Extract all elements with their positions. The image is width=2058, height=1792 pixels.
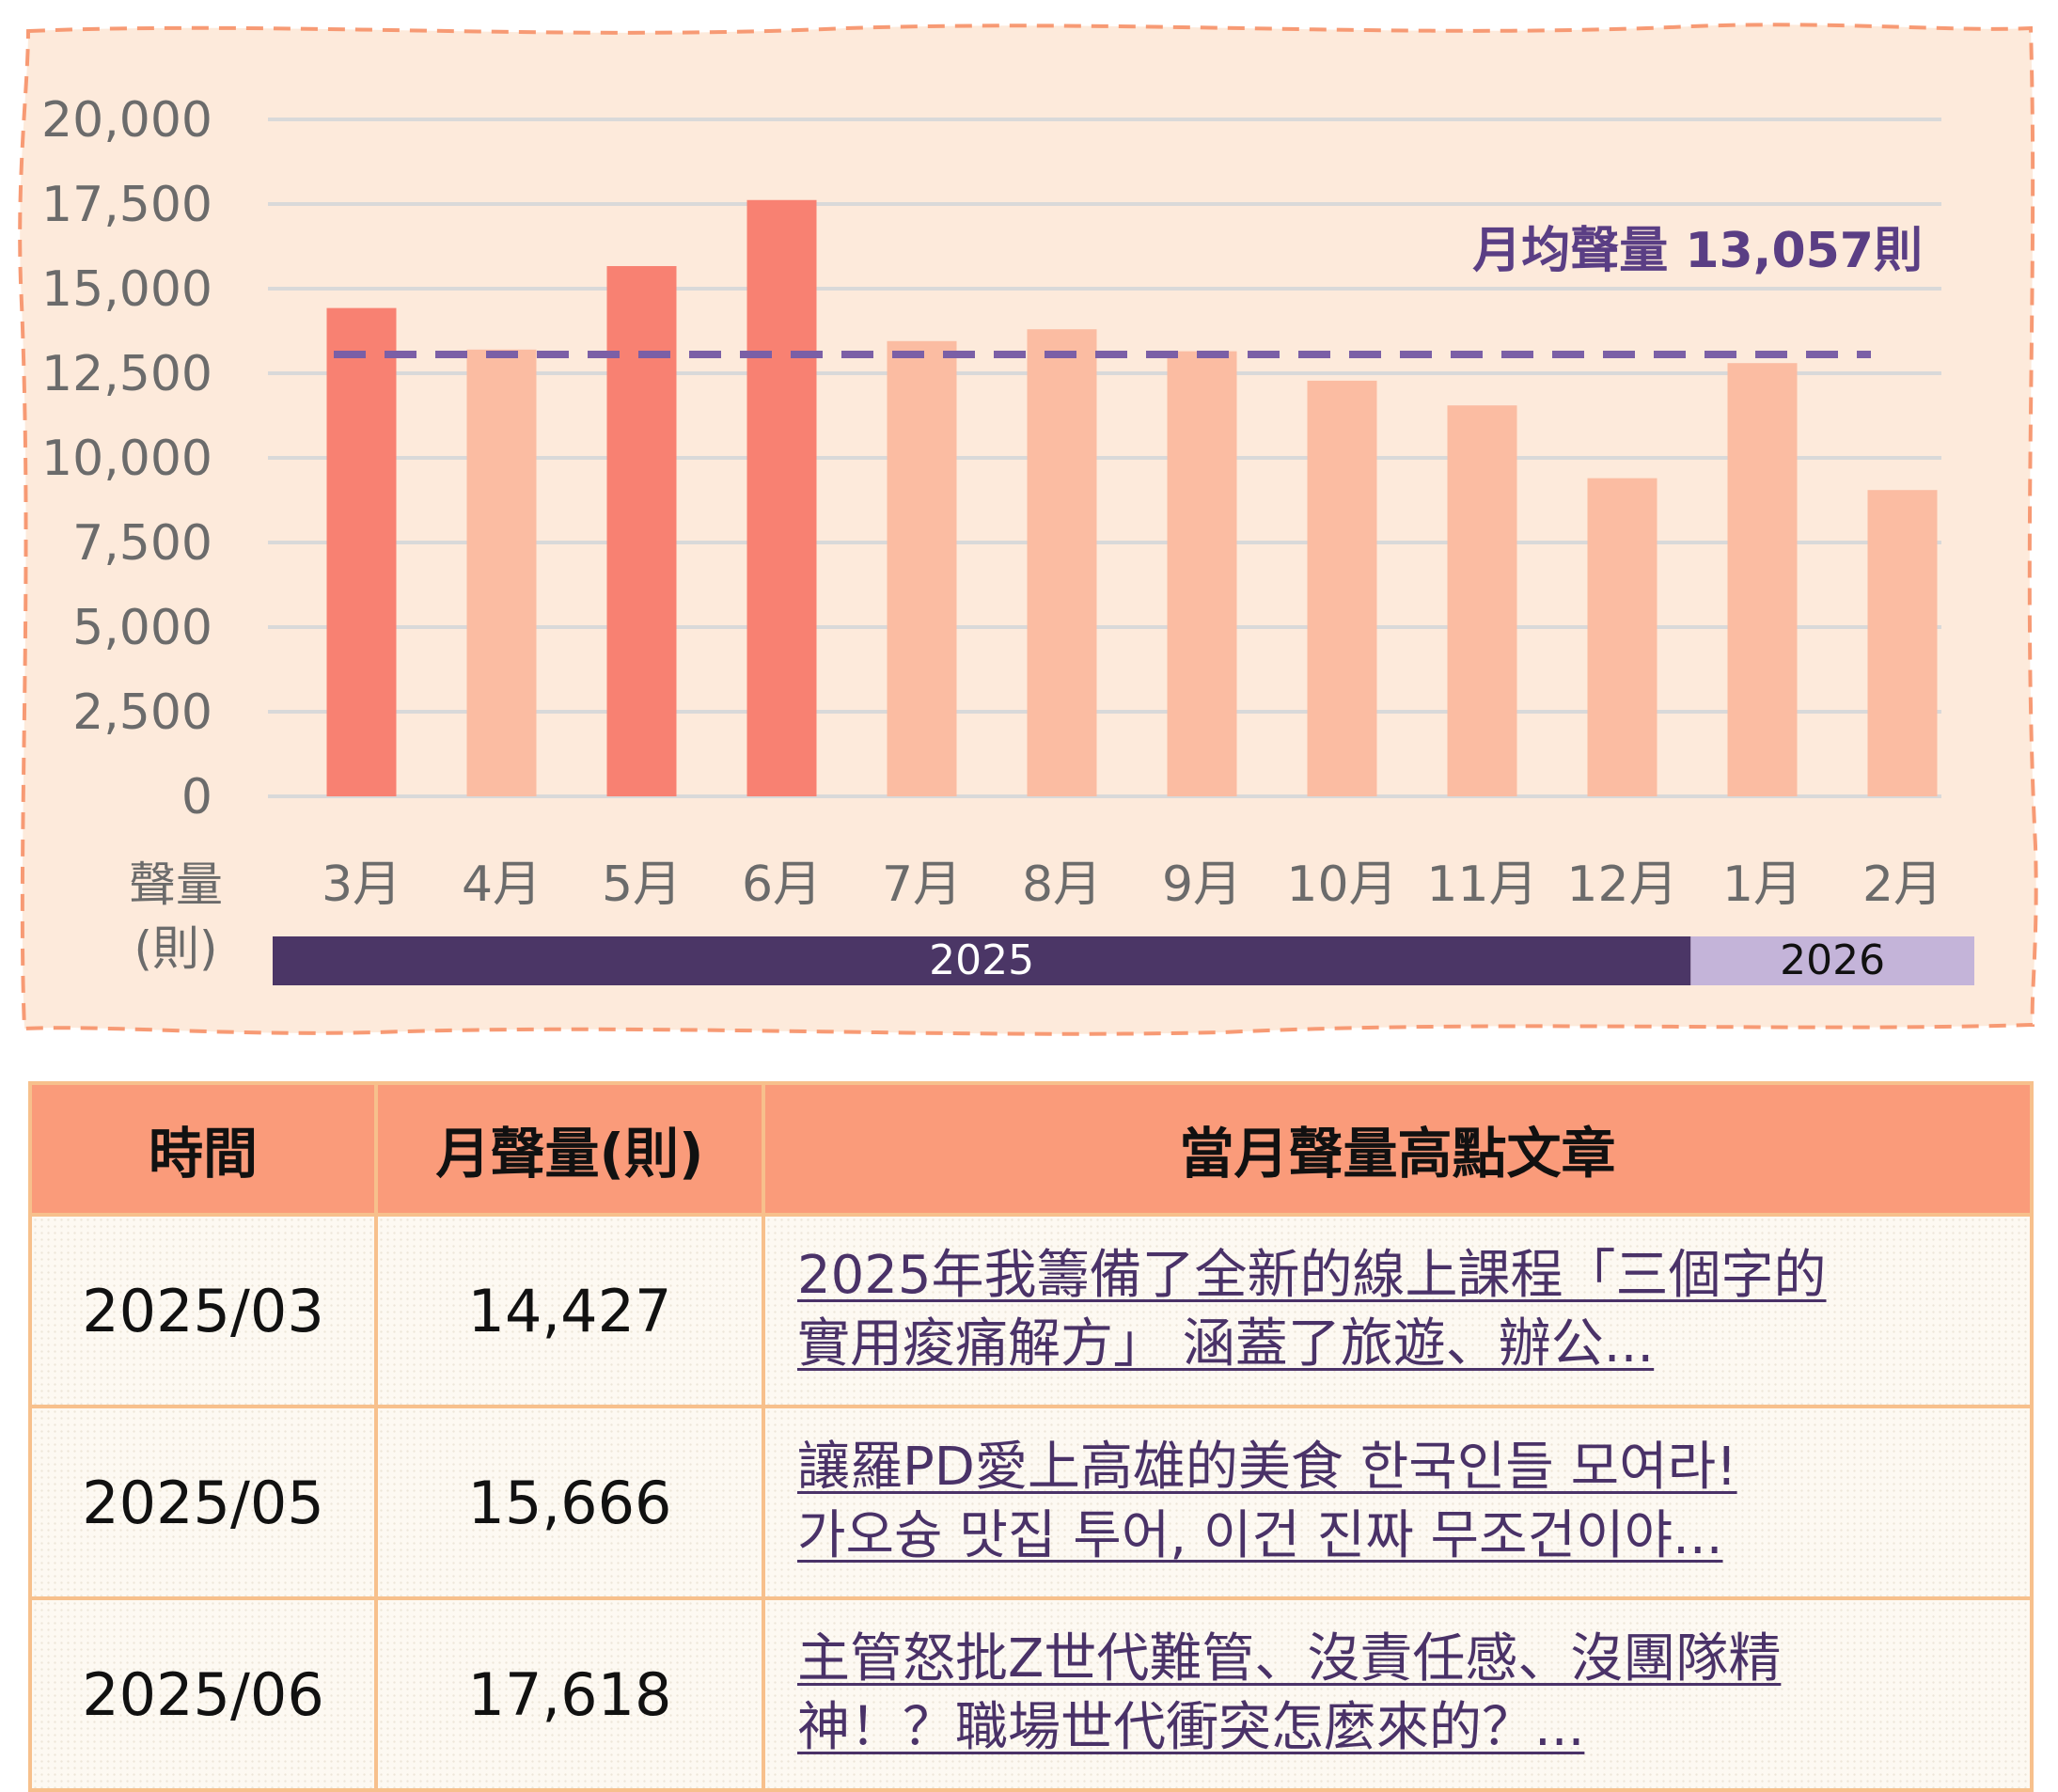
y-tick-label: 0 (181, 769, 212, 825)
x-tick-label: 12月 (1566, 857, 1677, 913)
table-row: 2025/03 14,427 2025年我籌備了全新的線上課程「三個字的 實用痠痛… (28, 1213, 2034, 1408)
row-date: 2025/05 (28, 1405, 378, 1600)
bar (1447, 405, 1517, 796)
bar (606, 266, 677, 796)
bar (466, 349, 537, 796)
y-tick-label: 5,000 (72, 600, 212, 656)
year-band-segment (273, 936, 1691, 985)
row-volume: 14,427 (374, 1213, 765, 1408)
x-tick-label: 10月 (1286, 857, 1397, 913)
y-tick-label: 2,500 (72, 684, 212, 741)
row-article: 2025年我籌備了全新的線上課程「三個字的 實用痠痛解方」 涵蓋了旅遊、辦公... (762, 1213, 2034, 1408)
article-line-1[interactable]: 主管怒批Z世代難管、沒責任感、沒團隊精 (797, 1628, 1782, 1690)
x-tick-label: 11月 (1426, 857, 1537, 913)
y-tick-label: 7,500 (72, 515, 212, 572)
peak-articles-table: 時間 月聲量(則) 當月聲量高點文章 2025/03 14,427 2025年我… (28, 1081, 2034, 1792)
x-tick-label: 4月 (462, 857, 542, 913)
year-label: 2025 (929, 936, 1034, 984)
y-tick-label: 12,500 (41, 346, 212, 402)
x-tick-label: 7月 (882, 857, 962, 913)
chart-panel: 0 2,500 5,000 7,500 10,000 12,500 15,000 17,500… (18, 23, 2038, 1036)
y-tick-label: 17,500 (41, 177, 212, 233)
y-axis-unit-label-line1: 聲量 (129, 857, 223, 912)
y-tick-label: 15,000 (41, 261, 212, 318)
y-axis-ticks: 0 2,500 5,000 7,500 10,000 12,500 15,000 17,500… (41, 92, 212, 825)
average-label: 月均聲量 13,057則 (1472, 223, 1923, 279)
year-band: 2025 2026 (273, 936, 1974, 985)
bar (1307, 380, 1377, 796)
row-date: 2025/06 (28, 1596, 378, 1792)
bar (1027, 329, 1097, 796)
header-time: 時間 (28, 1081, 378, 1217)
table-header-row: 時間 月聲量(則) 當月聲量高點文章 (28, 1081, 2034, 1217)
article-line-2[interactable]: 實用痠痛解方」 涵蓋了旅遊、辦公... (797, 1313, 1655, 1375)
table-row: 2025/05 15,666 讓羅PD愛上高雄的美食 한국인들 모여라! 가오슝 … (28, 1405, 2034, 1600)
row-volume: 15,666 (374, 1405, 765, 1600)
x-tick-label: 8月 (1022, 857, 1102, 913)
row-volume: 17,618 (374, 1596, 765, 1792)
x-tick-label: 3月 (322, 857, 401, 913)
x-tick-label: 5月 (602, 857, 682, 913)
bar (1167, 351, 1237, 796)
bar (326, 307, 397, 796)
article-line-1[interactable]: 2025年我籌備了全新的線上課程「三個字的 (797, 1245, 1827, 1307)
article-link[interactable]: 讓羅PD愛上高雄的美食 한국인들 모여라! 가오슝 맛집 투어, 이건 진짜 무조… (797, 1437, 1737, 1566)
bar (887, 340, 957, 796)
article-line-2[interactable]: 가오슝 맛집 투어, 이건 진짜 무조건이야... (797, 1505, 1723, 1566)
article-link[interactable]: 2025年我籌備了全新的線上課程「三個字的 實用痠痛解方」 涵蓋了旅遊、辦公... (797, 1245, 1827, 1375)
article-link[interactable]: 主管怒批Z世代難管、沒責任感、沒團隊精 神！？職場世代衝突怎麼來的？... (797, 1628, 1781, 1758)
bar-chart: 0 2,500 5,000 7,500 10,000 12,500 15,000 17,500… (18, 23, 2038, 1036)
y-axis-unit-label-line2: (則) (134, 921, 217, 976)
table-row: 2025/06 17,618 主管怒批Z世代難管、沒責任感、沒團隊精 神！？職場世… (28, 1596, 2034, 1792)
y-tick-label: 20,000 (41, 92, 212, 149)
bar (1867, 490, 1938, 796)
x-tick-label: 6月 (742, 857, 822, 913)
x-axis-labels: 3月 4月 5月 6月 7月 8月 9月 10月 11月 12月 1月 2月 (322, 857, 1942, 913)
header-article: 當月聲量高點文章 (762, 1081, 2034, 1217)
x-tick-label: 9月 (1162, 857, 1242, 913)
gridlines (268, 118, 1941, 798)
header-volume: 月聲量(則) (374, 1081, 765, 1217)
article-line-2[interactable]: 神！？職場世代衝突怎麼來的？... (797, 1697, 1585, 1758)
row-article: 主管怒批Z世代難管、沒責任感、沒團隊精 神！？職場世代衝突怎麼來的？... (762, 1596, 2034, 1792)
bar (746, 199, 817, 796)
article-line-1[interactable]: 讓羅PD愛上高雄的美食 한국인들 모여라! (797, 1437, 1737, 1499)
year-label: 2026 (1780, 936, 1885, 984)
row-article: 讓羅PD愛上高雄的美食 한국인들 모여라! 가오슝 맛집 투어, 이건 진짜 무조… (762, 1405, 2034, 1600)
year-band-segment (1690, 936, 1974, 985)
row-date: 2025/03 (28, 1213, 378, 1408)
bar (1587, 478, 1657, 796)
y-tick-label: 10,000 (41, 431, 212, 487)
x-tick-label: 2月 (1862, 857, 1942, 913)
bar (1727, 363, 1798, 796)
x-tick-label: 1月 (1722, 857, 1802, 913)
